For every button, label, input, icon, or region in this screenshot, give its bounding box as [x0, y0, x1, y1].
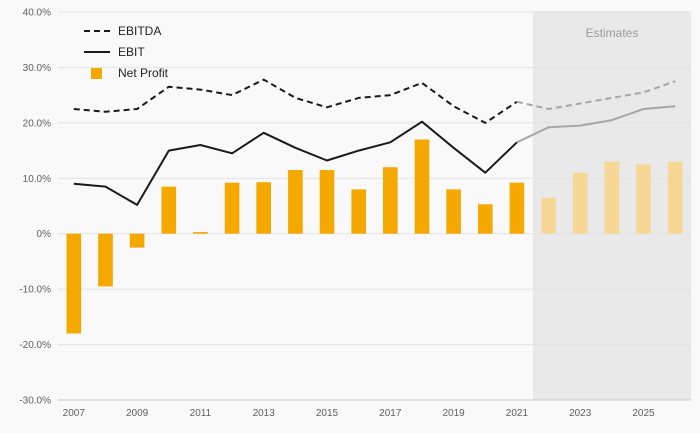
estimates-label: Estimates [585, 26, 639, 40]
net-profit-bar [509, 182, 525, 234]
x-tick-label: 2017 [379, 408, 402, 419]
legend-item-ebitda[interactable]: EBITDA [84, 24, 168, 38]
legend-label-net-profit: Net Profit [118, 66, 169, 80]
net-profit-square-swatch [91, 67, 102, 79]
ebitda-dashed-line-swatch [84, 30, 110, 32]
net-profit-bar [224, 182, 240, 234]
x-tick-label: 2021 [506, 408, 529, 419]
ebit-solid-line-swatch [84, 51, 110, 53]
legend-label-ebitda: EBITDA [118, 24, 162, 38]
y-tick-label: 0% [37, 229, 52, 240]
net-profit-bar [288, 170, 303, 234]
y-tick-label: -20.0% [19, 340, 51, 351]
x-tick-label: 2015 [316, 408, 339, 419]
y-tick-label: -10.0% [19, 285, 51, 296]
y-tick-label: 20.0% [23, 118, 51, 129]
net-profit-bar [572, 172, 588, 234]
ebitda-line-estimate [516, 80, 676, 110]
x-tick-label: 2019 [442, 408, 465, 419]
net-profit-bar [541, 197, 556, 234]
net-profit-bar [193, 232, 208, 234]
net-profit-bar [351, 189, 366, 234]
y-tick-label: 30.0% [23, 63, 51, 74]
net-profit-bar [129, 233, 145, 248]
ebit-line [73, 120, 518, 206]
net-profit-bar [66, 233, 82, 334]
net-profit-bar [604, 161, 620, 234]
net-profit-bar [256, 182, 271, 234]
net-profit-bar [478, 204, 493, 234]
x-tick-label: 2023 [569, 408, 592, 419]
x-tick-label: 2013 [253, 408, 276, 419]
legend-item-net-profit[interactable]: Net Profit [84, 66, 168, 80]
y-tick-label: 10.0% [23, 174, 51, 185]
net-profit-bar [414, 139, 430, 234]
ebit-line-estimate [516, 105, 676, 144]
legend: EBITDA EBIT Net Profit [84, 24, 168, 80]
x-tick-label: 2025 [632, 408, 655, 419]
x-tick-label: 2011 [190, 408, 212, 419]
net-profit-bar [319, 170, 335, 234]
y-tick-label: -30.0% [19, 396, 51, 407]
x-tick-label: 2007 [63, 408, 86, 419]
ebitda-line [73, 78, 518, 124]
x-tick-label: 2009 [126, 408, 149, 419]
net-profit-bar [667, 161, 683, 234]
net-profit-bar [383, 167, 398, 234]
y-tick-label: 40.0% [23, 8, 51, 19]
net-profit-bar [161, 186, 177, 234]
net-profit-bar [98, 233, 113, 287]
legend-item-ebit[interactable]: EBIT [84, 45, 168, 59]
net-profit-bar [636, 164, 651, 234]
legend-label-ebit: EBIT [118, 45, 145, 59]
net-profit-bar [446, 189, 461, 234]
